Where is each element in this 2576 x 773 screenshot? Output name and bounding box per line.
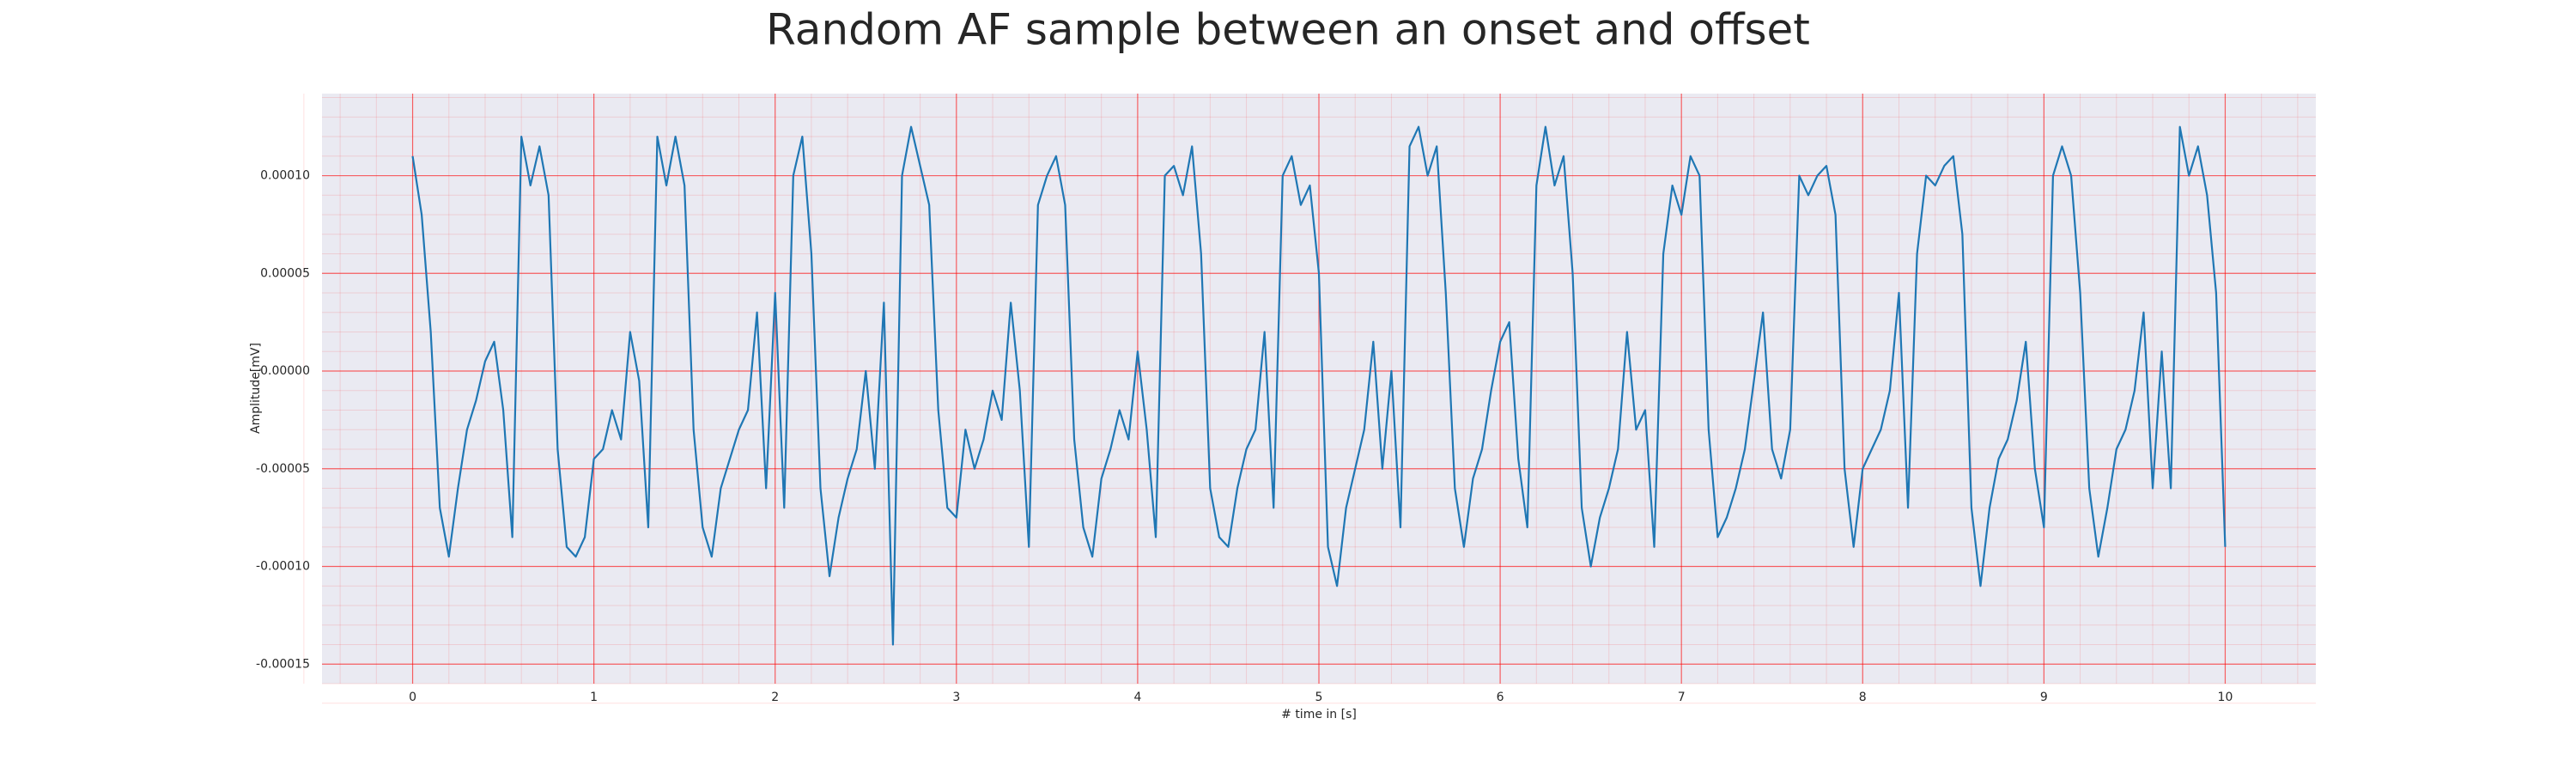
x-tick-label: 5 xyxy=(1315,691,1323,704)
x-tick-label: 8 xyxy=(1859,691,1867,704)
x-tick-label: 0 xyxy=(409,691,416,704)
y-tick-label: 0.00005 xyxy=(260,266,310,280)
x-tick-label: 6 xyxy=(1497,691,1504,704)
signal-line xyxy=(411,125,2227,646)
y-tick-label: 0.00000 xyxy=(260,364,310,378)
chart-title: Random AF sample between an onset and of… xyxy=(766,5,1810,55)
x-tick-label: 10 xyxy=(2218,691,2233,704)
x-axis-label: # time in [s] xyxy=(1281,708,1357,721)
x-tick-label: 2 xyxy=(771,691,779,704)
x-tick-label: 4 xyxy=(1133,691,1141,704)
y-tick-label: -0.00005 xyxy=(256,462,310,476)
y-axis-label: Amplitude[mV] xyxy=(249,343,263,434)
x-tick-label: 9 xyxy=(2040,691,2048,704)
x-tick-label: 7 xyxy=(1678,691,1686,704)
y-tick-label: -0.00015 xyxy=(256,657,310,671)
y-tick-label: 0.00010 xyxy=(260,169,310,183)
y-tick-label: -0.00010 xyxy=(256,560,310,574)
x-tick-label: 1 xyxy=(590,691,598,704)
x-tick-label: 3 xyxy=(952,691,960,704)
